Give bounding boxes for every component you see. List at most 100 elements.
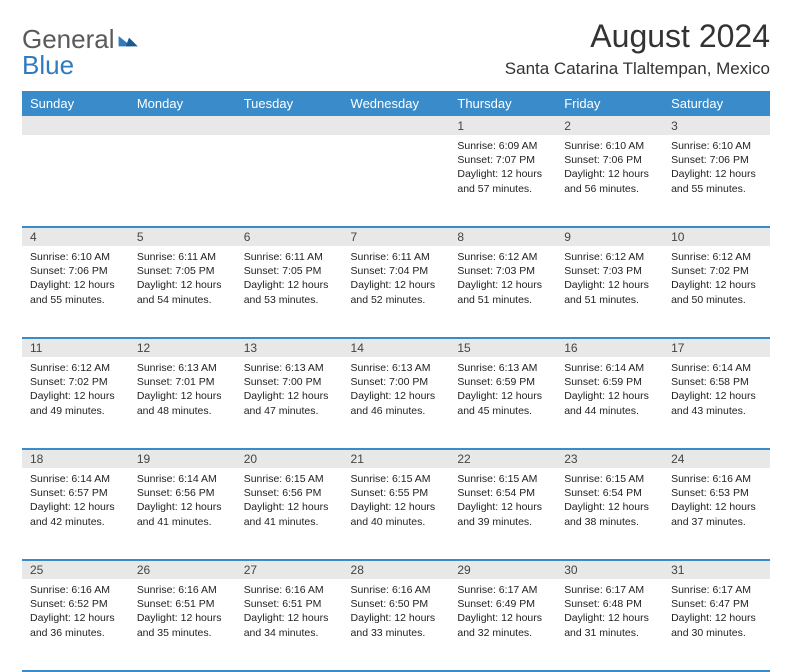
- sunset-line: Sunset: 6:51 PM: [137, 597, 228, 611]
- sunrise-line: Sunrise: 6:11 AM: [137, 250, 228, 264]
- day-content-row: Sunrise: 6:10 AMSunset: 7:06 PMDaylight:…: [22, 246, 770, 338]
- daylight-line: Daylight: 12 hours and 53 minutes.: [244, 278, 335, 306]
- sunset-line: Sunset: 6:52 PM: [30, 597, 121, 611]
- day-number: 21: [343, 449, 450, 468]
- day-number: 22: [449, 449, 556, 468]
- sunset-line: Sunset: 6:58 PM: [671, 375, 762, 389]
- day-header: Saturday: [663, 91, 770, 117]
- sunrise-line: Sunrise: 6:13 AM: [351, 361, 442, 375]
- logo: GeneralBlue: [22, 26, 141, 78]
- sunset-line: Sunset: 6:59 PM: [457, 375, 548, 389]
- sunset-line: Sunset: 6:54 PM: [564, 486, 655, 500]
- day-cell: Sunrise: 6:15 AMSunset: 6:56 PMDaylight:…: [236, 468, 343, 560]
- daylight-line: Daylight: 12 hours and 56 minutes.: [564, 167, 655, 195]
- day-content-row: Sunrise: 6:12 AMSunset: 7:02 PMDaylight:…: [22, 357, 770, 449]
- sunset-line: Sunset: 6:54 PM: [457, 486, 548, 500]
- day-cell: Sunrise: 6:13 AMSunset: 7:00 PMDaylight:…: [236, 357, 343, 449]
- day-cell: Sunrise: 6:13 AMSunset: 7:01 PMDaylight:…: [129, 357, 236, 449]
- calendar-body: 12 3 Sunrise: 6:09 AMSunset: 7:07 PMDaylig…: [22, 117, 770, 672]
- sunrise-line: Sunrise: 6:14 AM: [30, 472, 121, 486]
- sunset-line: Sunset: 7:06 PM: [30, 264, 121, 278]
- day-number: 10: [663, 227, 770, 246]
- daylight-line: Daylight: 12 hours and 48 minutes.: [137, 389, 228, 417]
- daylight-line: Daylight: 12 hours and 45 minutes.: [457, 389, 548, 417]
- sunrise-line: Sunrise: 6:12 AM: [457, 250, 548, 264]
- day-number-row: 25262728293031: [22, 560, 770, 579]
- day-cell: Sunrise: 6:16 AMSunset: 6:52 PMDaylight:…: [22, 579, 129, 671]
- sunrise-line: Sunrise: 6:17 AM: [457, 583, 548, 597]
- day-number: 20: [236, 449, 343, 468]
- day-number-row: 11121314151617: [22, 338, 770, 357]
- daylight-line: Daylight: 12 hours and 30 minutes.: [671, 611, 762, 639]
- day-cell: Sunrise: 6:11 AMSunset: 7:05 PMDaylight:…: [129, 246, 236, 338]
- day-number: 16: [556, 338, 663, 357]
- day-number: [236, 117, 343, 136]
- sunrise-line: Sunrise: 6:12 AM: [30, 361, 121, 375]
- day-cell: Sunrise: 6:09 AMSunset: 7:07 PMDaylight:…: [449, 135, 556, 227]
- sunrise-line: Sunrise: 6:10 AM: [671, 139, 762, 153]
- daylight-line: Daylight: 12 hours and 55 minutes.: [30, 278, 121, 306]
- header: GeneralBlue August 2024 Santa Catarina T…: [22, 18, 770, 79]
- sunrise-line: Sunrise: 6:15 AM: [351, 472, 442, 486]
- day-number: 26: [129, 560, 236, 579]
- sunrise-line: Sunrise: 6:14 AM: [137, 472, 228, 486]
- day-header: Sunday: [22, 91, 129, 117]
- daylight-line: Daylight: 12 hours and 55 minutes.: [671, 167, 762, 195]
- sunset-line: Sunset: 7:03 PM: [564, 264, 655, 278]
- sunrise-line: Sunrise: 6:17 AM: [671, 583, 762, 597]
- daylight-line: Daylight: 12 hours and 44 minutes.: [564, 389, 655, 417]
- day-cell: Sunrise: 6:16 AMSunset: 6:51 PMDaylight:…: [129, 579, 236, 671]
- day-content-row: Sunrise: 6:09 AMSunset: 7:07 PMDaylight:…: [22, 135, 770, 227]
- sunrise-line: Sunrise: 6:14 AM: [564, 361, 655, 375]
- calendar-table: SundayMondayTuesdayWednesdayThursdayFrid…: [22, 91, 770, 672]
- day-cell: [129, 135, 236, 227]
- sunset-line: Sunset: 6:56 PM: [244, 486, 335, 500]
- day-number-row: 45678910: [22, 227, 770, 246]
- sunrise-line: Sunrise: 6:10 AM: [30, 250, 121, 264]
- day-cell: Sunrise: 6:12 AMSunset: 7:02 PMDaylight:…: [663, 246, 770, 338]
- day-number: 12: [129, 338, 236, 357]
- day-cell: Sunrise: 6:16 AMSunset: 6:53 PMDaylight:…: [663, 468, 770, 560]
- day-number: 7: [343, 227, 450, 246]
- day-header: Wednesday: [343, 91, 450, 117]
- day-number: 17: [663, 338, 770, 357]
- daylight-line: Daylight: 12 hours and 42 minutes.: [30, 500, 121, 528]
- sunrise-line: Sunrise: 6:12 AM: [671, 250, 762, 264]
- sunrise-line: Sunrise: 6:13 AM: [244, 361, 335, 375]
- sunrise-line: Sunrise: 6:15 AM: [457, 472, 548, 486]
- day-cell: Sunrise: 6:12 AMSunset: 7:02 PMDaylight:…: [22, 357, 129, 449]
- day-number-row: 18192021222324: [22, 449, 770, 468]
- day-cell: Sunrise: 6:12 AMSunset: 7:03 PMDaylight:…: [449, 246, 556, 338]
- daylight-line: Daylight: 12 hours and 41 minutes.: [244, 500, 335, 528]
- day-number: 1: [449, 117, 556, 136]
- daylight-line: Daylight: 12 hours and 46 minutes.: [351, 389, 442, 417]
- day-cell: Sunrise: 6:14 AMSunset: 6:56 PMDaylight:…: [129, 468, 236, 560]
- day-cell: Sunrise: 6:13 AMSunset: 6:59 PMDaylight:…: [449, 357, 556, 449]
- sunset-line: Sunset: 7:03 PM: [457, 264, 548, 278]
- day-number: 3: [663, 117, 770, 136]
- daylight-line: Daylight: 12 hours and 31 minutes.: [564, 611, 655, 639]
- day-number: 6: [236, 227, 343, 246]
- day-content-row: Sunrise: 6:16 AM Sunset: 6:52 PM Daylight:…: [22, 579, 770, 671]
- title-block: August 2024 Santa Catarina Tlaltempan, M…: [505, 18, 770, 79]
- day-cell: Sunrise: 6:17 AMSunset: 6:49 PMDaylight:…: [449, 579, 556, 671]
- day-cell: [22, 135, 129, 227]
- sunset-line: Sunset: 6:48 PM: [564, 597, 655, 611]
- day-cell: Sunrise: 6:17 AMSunset: 6:47 PMDaylight:…: [663, 579, 770, 671]
- day-number: 13: [236, 338, 343, 357]
- day-header: Friday: [556, 91, 663, 117]
- sunrise-line: Sunrise: 6:13 AM: [137, 361, 228, 375]
- day-cell: Sunrise: 6:11 AMSunset: 7:04 PMDaylight:…: [343, 246, 450, 338]
- daylight-line: Daylight: 12 hours and 38 minutes.: [564, 500, 655, 528]
- day-cell: Sunrise: 6:15 AMSunset: 6:54 PMDaylight:…: [449, 468, 556, 560]
- sunset-line: Sunset: 7:06 PM: [671, 153, 762, 167]
- day-number: 31: [663, 560, 770, 579]
- logo-icon: [117, 26, 141, 52]
- day-cell: Sunrise: 6:15 AMSunset: 6:55 PMDaylight:…: [343, 468, 450, 560]
- sunset-line: Sunset: 7:06 PM: [564, 153, 655, 167]
- sunrise-line: Sunrise: 6:16 AM: [244, 583, 335, 597]
- day-number: 18: [22, 449, 129, 468]
- daylight-line: Daylight: 12 hours and 49 minutes.: [30, 389, 121, 417]
- day-cell: Sunrise: 6:14 AMSunset: 6:58 PMDaylight:…: [663, 357, 770, 449]
- sunrise-line: Sunrise: 6:15 AM: [244, 472, 335, 486]
